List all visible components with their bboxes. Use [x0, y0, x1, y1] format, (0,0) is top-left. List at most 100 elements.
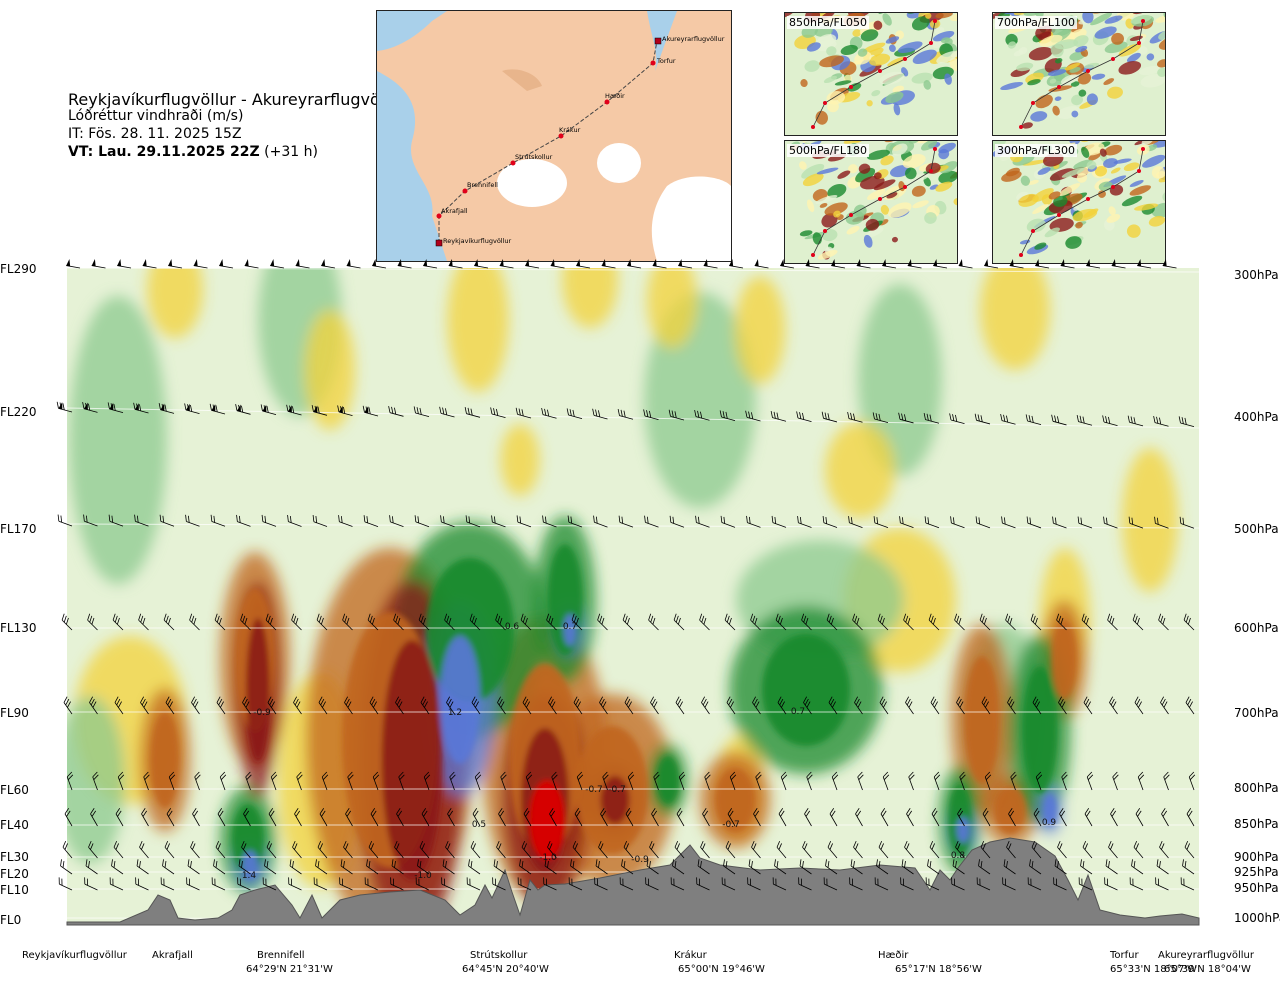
inset-point	[1111, 185, 1115, 189]
fl-label: FL130	[0, 621, 37, 635]
wind-barb	[568, 877, 583, 891]
field-blob	[873, 172, 882, 180]
inset-point	[811, 253, 815, 257]
wind-barb	[491, 515, 506, 528]
inset-300hpa-field	[993, 141, 1165, 263]
wind-barb	[674, 840, 685, 859]
wind-barb	[469, 613, 481, 631]
field-blob	[1007, 41, 1017, 49]
wind-barb	[980, 840, 991, 859]
field-blob	[1103, 158, 1118, 168]
wind-barb	[492, 877, 506, 891]
wind-barb	[882, 771, 890, 791]
wind-barb	[85, 859, 98, 875]
field-blob	[923, 176, 931, 187]
wind-barb	[949, 413, 965, 424]
inset-point	[1141, 147, 1145, 151]
field-blob	[823, 75, 837, 84]
field-blob	[816, 167, 839, 175]
field-blob	[1053, 195, 1068, 207]
wind-barb	[803, 696, 812, 715]
wind-barb	[115, 808, 124, 827]
field-blob	[1072, 208, 1098, 222]
field-blob	[953, 198, 957, 206]
wind-barb	[598, 840, 608, 859]
wind-barb	[108, 514, 124, 527]
location-coord: 65°00'N 19°46'W	[678, 964, 765, 975]
field-blob	[802, 173, 824, 187]
wind-barb	[389, 515, 404, 528]
field-blob	[1142, 154, 1165, 168]
highland	[502, 69, 542, 91]
route-point	[435, 239, 443, 247]
field-blob	[837, 170, 851, 179]
wind-barb	[855, 808, 863, 827]
wind-barb	[111, 859, 124, 875]
field-blob	[826, 46, 837, 56]
wind-barb	[1061, 771, 1068, 791]
inset-850hpa: 850hPa/FL050	[784, 12, 958, 136]
wind-barb	[66, 771, 74, 791]
wind-barb	[446, 696, 455, 715]
wind-barb	[1156, 859, 1169, 875]
field-blob	[1126, 52, 1141, 63]
wind-barb	[979, 613, 991, 631]
wind-barb	[649, 840, 659, 859]
wind-barb	[291, 613, 302, 631]
glacier-langjokull	[497, 159, 567, 207]
wind-barb	[368, 840, 379, 859]
wind-barb	[623, 840, 634, 859]
wind-barb	[82, 402, 98, 413]
inset-point	[929, 41, 933, 45]
wind-barb	[643, 409, 659, 421]
route-point-label: Torfur	[656, 57, 676, 65]
wind-barb	[63, 696, 73, 715]
wind-barb	[522, 696, 532, 715]
wind-barb	[1060, 259, 1075, 269]
field-blob	[1122, 448, 1178, 592]
inset-point	[903, 185, 907, 189]
wind-barb	[702, 808, 710, 827]
cross-section: -0.9 1.2 0.6 0.7 0.7 -0.7 -0.7 -0.7 0.5 -1.0 -0.9 1…	[56, 259, 1200, 926]
wind-barb	[1052, 516, 1067, 529]
wind-barb	[465, 515, 481, 528]
field-blob	[1141, 141, 1154, 146]
field-blob	[867, 189, 886, 201]
wind-barb	[270, 259, 285, 269]
wind-barb	[296, 771, 303, 791]
wind-barb	[264, 859, 277, 875]
fl-label: FL20	[0, 867, 29, 881]
wind-barb	[646, 859, 659, 875]
wind-barb	[745, 410, 761, 422]
wind-barb	[1159, 840, 1169, 859]
wind-barb	[576, 259, 591, 269]
wind-barb	[421, 808, 430, 827]
wind-barb	[549, 808, 557, 827]
inset-500hpa-field	[785, 141, 957, 263]
field-blob	[1033, 13, 1044, 18]
wind-barb	[417, 859, 430, 875]
field-core	[1051, 620, 1077, 700]
route-point	[462, 188, 468, 194]
field-blob	[806, 199, 815, 213]
wind-barb	[700, 840, 710, 859]
field-blob	[1077, 72, 1092, 85]
wind-barb	[701, 696, 710, 715]
field-peak	[529, 780, 565, 860]
wind-barb	[61, 613, 73, 631]
wind-barb	[1188, 771, 1196, 791]
wind-barb	[91, 259, 106, 269]
inset-point	[1137, 169, 1141, 173]
wind-barb	[445, 840, 455, 859]
field-blob	[921, 141, 938, 151]
wind-barb	[236, 514, 251, 527]
field-blob	[799, 161, 807, 170]
wind-barb	[321, 259, 336, 269]
inset-point	[878, 69, 882, 73]
field-blob	[1054, 57, 1063, 64]
field-blob	[304, 310, 356, 430]
route-point-label: Krákur	[559, 126, 581, 134]
inset-point	[933, 147, 937, 151]
wind-barb	[525, 259, 540, 269]
location-coord: 64°45'N 20°40'W	[462, 964, 549, 975]
